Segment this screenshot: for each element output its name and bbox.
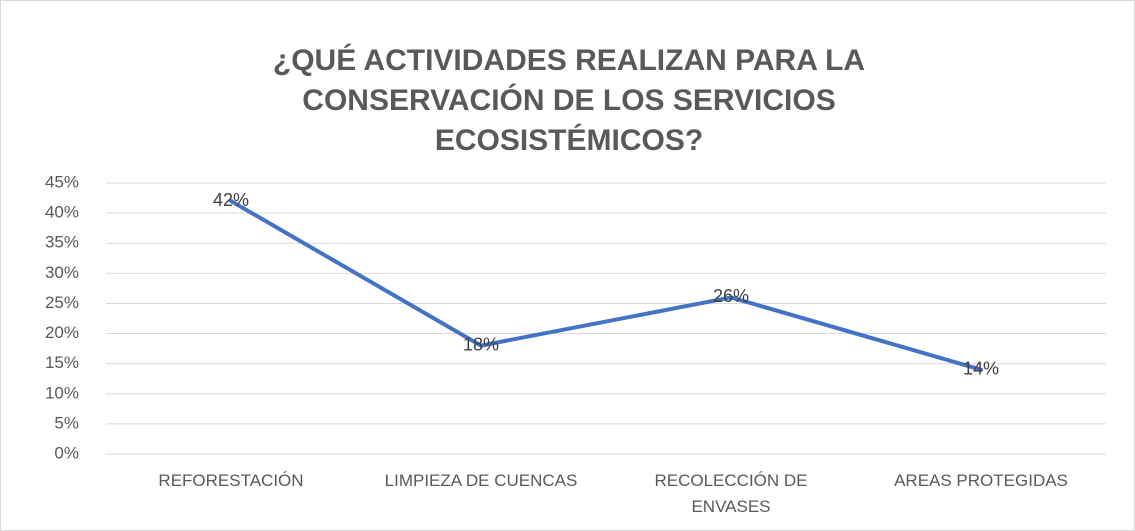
data-label: 18% [463,334,499,354]
line [229,199,983,372]
y-tick-label: 15% [45,353,79,372]
y-tick-label: 45% [45,172,79,191]
x-tick-label: LIMPIEZA DE CUENCAS [384,471,578,490]
y-tick-label: 0% [54,443,79,462]
y-tick-label: 40% [45,203,79,222]
chart-title: ¿QUÉ ACTIVIDADES REALIZAN PARA LA CONSER… [272,44,866,157]
y-tick-label: 20% [45,323,79,342]
y-tick-label: 35% [45,233,79,252]
x-tick-label: RECOLECCIÓN DE ENVASES [654,471,808,516]
data-label: 14% [963,358,999,378]
y-tick-label: 25% [45,293,79,312]
x-tick-label: REFORESTACIÓN [158,471,304,490]
data-label: 42% [213,190,249,210]
y-tick-label: 10% [45,383,79,402]
data-label: 26% [713,286,749,306]
y-tick-label: 5% [54,413,79,432]
y-tick-label: 30% [45,263,79,282]
x-tick-label: AREAS PROTEGIDAS [894,471,1068,490]
